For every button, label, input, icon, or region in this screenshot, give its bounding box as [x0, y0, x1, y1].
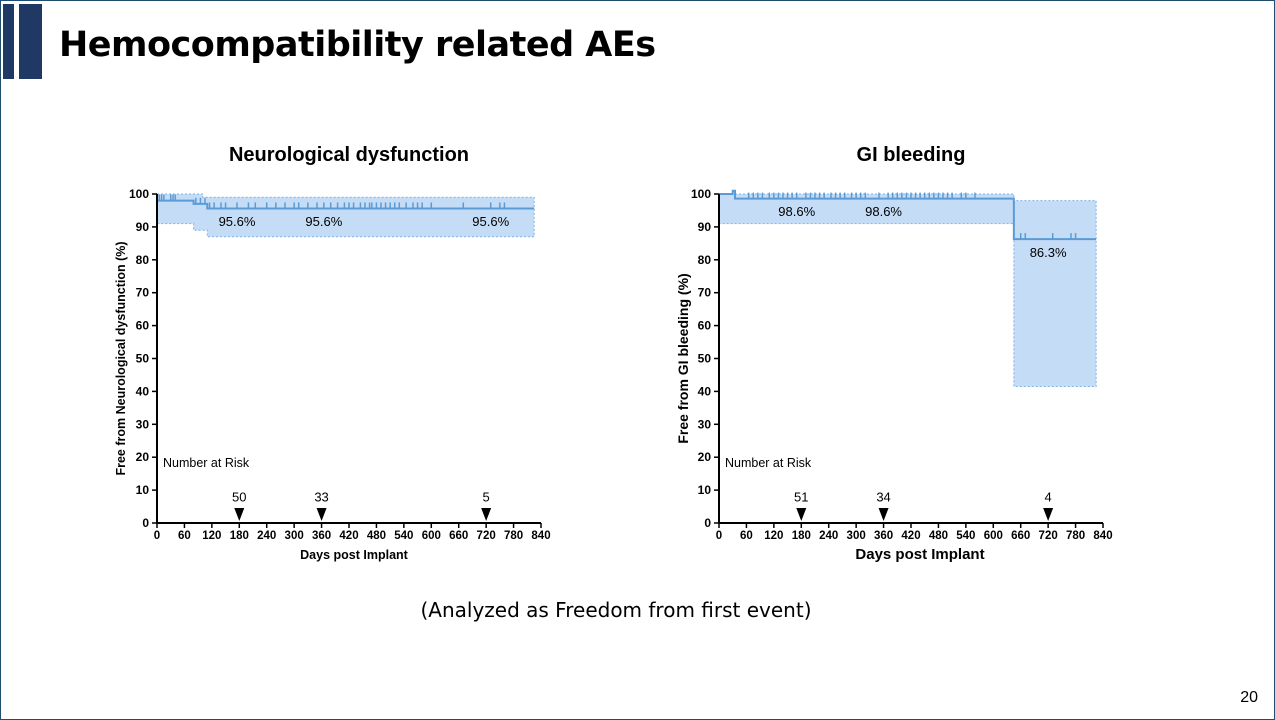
x-tick-label: 780	[1066, 530, 1085, 542]
x-tick-label: 480	[367, 530, 386, 542]
x-tick-label: 60	[740, 530, 753, 542]
y-tick-label: 60	[698, 319, 712, 333]
y-axis-label: Free from Neurological dysfunction (%)	[114, 241, 128, 475]
x-tick-label: 420	[901, 530, 920, 542]
x-tick-label: 660	[1011, 530, 1030, 542]
y-tick-label: 100	[691, 187, 711, 201]
page-number: 20	[1240, 689, 1258, 706]
y-tick-label: 30	[698, 417, 712, 431]
x-tick-label: 540	[956, 530, 975, 542]
slide-title: Hemocompatibility related AEs	[59, 25, 656, 65]
x-tick-label: 240	[257, 530, 276, 542]
x-tick-label: 180	[230, 530, 249, 542]
x-tick-label: 0	[154, 530, 160, 542]
x-tick-label: 300	[847, 530, 866, 542]
x-tick-label: 600	[984, 530, 1003, 542]
x-tick-label: 180	[792, 530, 811, 542]
number-at-risk-marker	[481, 508, 492, 521]
y-axis-label: Free from GI bleeding (%)	[675, 273, 691, 443]
y-tick-label: 40	[136, 384, 150, 398]
number-at-risk-count: 51	[794, 490, 808, 505]
x-tick-label: 840	[531, 530, 550, 542]
y-tick-label: 10	[136, 483, 150, 497]
footnote: (Analyzed as Freedom from first event)	[420, 598, 812, 622]
x-tick-label: 420	[339, 530, 358, 542]
x-axis-label: Days post Implant	[855, 546, 984, 563]
title-accent-bar-thick	[19, 4, 42, 79]
y-tick-label: 70	[136, 286, 150, 300]
x-axis-label: Days post Implant	[300, 548, 408, 562]
chart-title: GI bleeding	[857, 144, 966, 166]
survival-curve	[719, 189, 1097, 241]
number-at-risk-marker	[796, 508, 807, 521]
title-accent-bar-thin	[3, 4, 14, 79]
y-tick-label: 90	[136, 220, 150, 234]
number-at-risk-count: 33	[314, 490, 328, 505]
y-tick-label: 60	[136, 319, 150, 333]
x-tick-label: 0	[716, 530, 722, 542]
number-at-risk-count: 50	[232, 490, 246, 505]
number-at-risk-marker	[1043, 508, 1054, 521]
annotation-label: 95.6%	[305, 214, 342, 229]
number-at-risk-marker	[878, 508, 889, 521]
x-tick-label: 720	[477, 530, 496, 542]
x-tick-label: 120	[202, 530, 221, 542]
y-tick-label: 10	[698, 483, 712, 497]
x-tick-label: 120	[764, 530, 783, 542]
x-tick-label: 720	[1039, 530, 1058, 542]
confidence-band	[156, 193, 535, 238]
x-tick-label: 540	[394, 530, 413, 542]
x-tick-label: 660	[449, 530, 468, 542]
number-at-risk-count: 4	[1045, 490, 1052, 505]
x-tick-label: 360	[874, 530, 893, 542]
y-tick-label: 40	[698, 384, 712, 398]
y-tick-label: 100	[129, 187, 149, 201]
x-tick-label: 600	[422, 530, 441, 542]
number-at-risk-label: Number at Risk	[725, 456, 812, 470]
confidence-band	[718, 193, 1097, 387]
y-tick-label: 90	[698, 220, 712, 234]
y-tick-label: 20	[698, 450, 712, 464]
y-tick-label: 0	[142, 516, 149, 530]
x-tick-label: 840	[1093, 530, 1112, 542]
annotation-label: 98.6%	[778, 204, 815, 219]
gi-bleeding-chart: GI bleeding 0 10 20 30 40 50 60 70 80 90 100 0 60 120 1…	[675, 144, 1113, 563]
annotation-label: 95.6%	[219, 214, 256, 229]
number-at-risk-marker	[316, 508, 327, 521]
y-tick-label: 70	[698, 286, 712, 300]
y-tick-label: 50	[136, 352, 150, 366]
y-tick-label: 0	[704, 516, 711, 530]
y-tick-label: 30	[136, 417, 150, 431]
y-tick-label: 50	[698, 352, 712, 366]
x-tick-label: 60	[178, 530, 191, 542]
annotation-label: 98.6%	[865, 204, 902, 219]
x-tick-label: 240	[819, 530, 838, 542]
x-tick-label: 360	[312, 530, 331, 542]
y-tick-label: 80	[136, 253, 150, 267]
x-tick-label: 480	[929, 530, 948, 542]
y-tick-label: 20	[136, 450, 150, 464]
annotation-label: 95.6%	[472, 214, 509, 229]
x-tick-label: 300	[285, 530, 304, 542]
number-at-risk-label: Number at Risk	[163, 456, 250, 470]
number-at-risk-count: 5	[483, 490, 490, 505]
neurological-dysfunction-chart: Neurological dysfunction0102030405060708…	[114, 144, 551, 562]
y-tick-label: 80	[698, 253, 712, 267]
x-tick-label: 780	[504, 530, 523, 542]
chart-title: Neurological dysfunction	[229, 144, 469, 166]
number-at-risk-marker	[234, 508, 245, 521]
number-at-risk-count: 34	[876, 490, 890, 505]
annotation-label: 86.3%	[1030, 245, 1067, 260]
